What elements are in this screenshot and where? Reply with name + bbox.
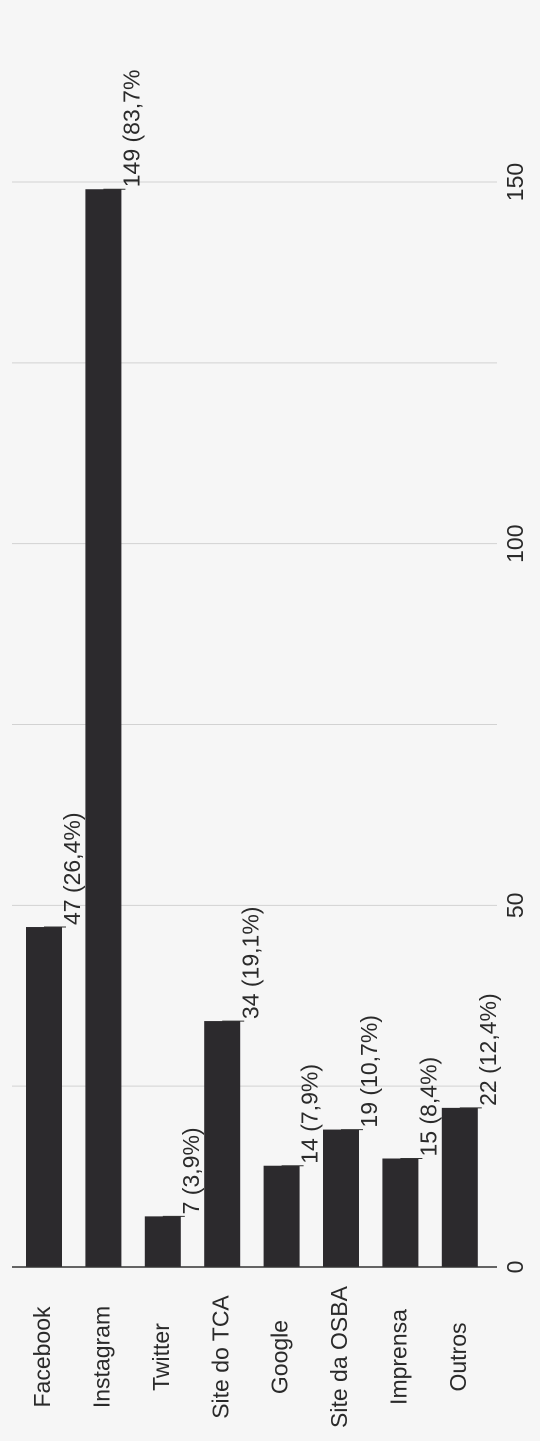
data-label-facebook: 47 (26,4%) — [59, 813, 85, 926]
category-label-imprensa: Imprensa — [385, 1309, 411, 1405]
tick-label-50: 50 — [502, 893, 528, 919]
data-label-google: 14 (7,9%) — [297, 1064, 323, 1164]
category-label-google: Google — [267, 1320, 293, 1394]
category-label-outros: Outros — [445, 1322, 471, 1391]
bar-site-do-tca — [204, 1021, 241, 1267]
value-axis-ticks: 0 50 100 150 — [502, 163, 528, 1274]
data-label-outros: 22 (12,4%) — [475, 993, 501, 1106]
tick-label-100: 100 — [502, 524, 528, 562]
category-label-facebook: Facebook — [29, 1306, 55, 1408]
category-label-site-do-tca: Site do TCA — [207, 1295, 233, 1419]
data-labels: 47 (26,4%) 149 (83,7% 7 (3,9%) 34 (19,1%) 14… — [44, 70, 501, 1217]
tick-label-150: 150 — [502, 163, 528, 201]
data-label-instagram: 149 (83,7% — [118, 70, 144, 188]
bar-google — [263, 1165, 300, 1267]
category-label-instagram: Instagram — [88, 1306, 114, 1408]
category-label-site-da-osba: Site da OSBA — [326, 1285, 352, 1428]
bar-site-da-osba — [323, 1129, 359, 1267]
bar-imprensa — [382, 1158, 419, 1267]
category-label-twitter: Twitter — [148, 1323, 174, 1391]
tick-label-0: 0 — [502, 1261, 528, 1274]
data-label-imprensa: 15 (8,4%) — [415, 1057, 441, 1157]
data-label-site-da-osba: 19 (10,7%) — [356, 1015, 382, 1128]
category-labels: Facebook Instagram Twitter Site do TCA Googl… — [29, 1285, 471, 1428]
bar-instagram — [85, 189, 122, 1267]
bar-facebook — [26, 927, 62, 1267]
bars — [26, 189, 478, 1267]
data-label-twitter: 7 (3,9%) — [178, 1127, 204, 1214]
bar-outros — [441, 1107, 478, 1267]
bar-twitter — [144, 1216, 181, 1267]
data-label-site-do-tca: 34 (19,1%) — [237, 907, 263, 1020]
